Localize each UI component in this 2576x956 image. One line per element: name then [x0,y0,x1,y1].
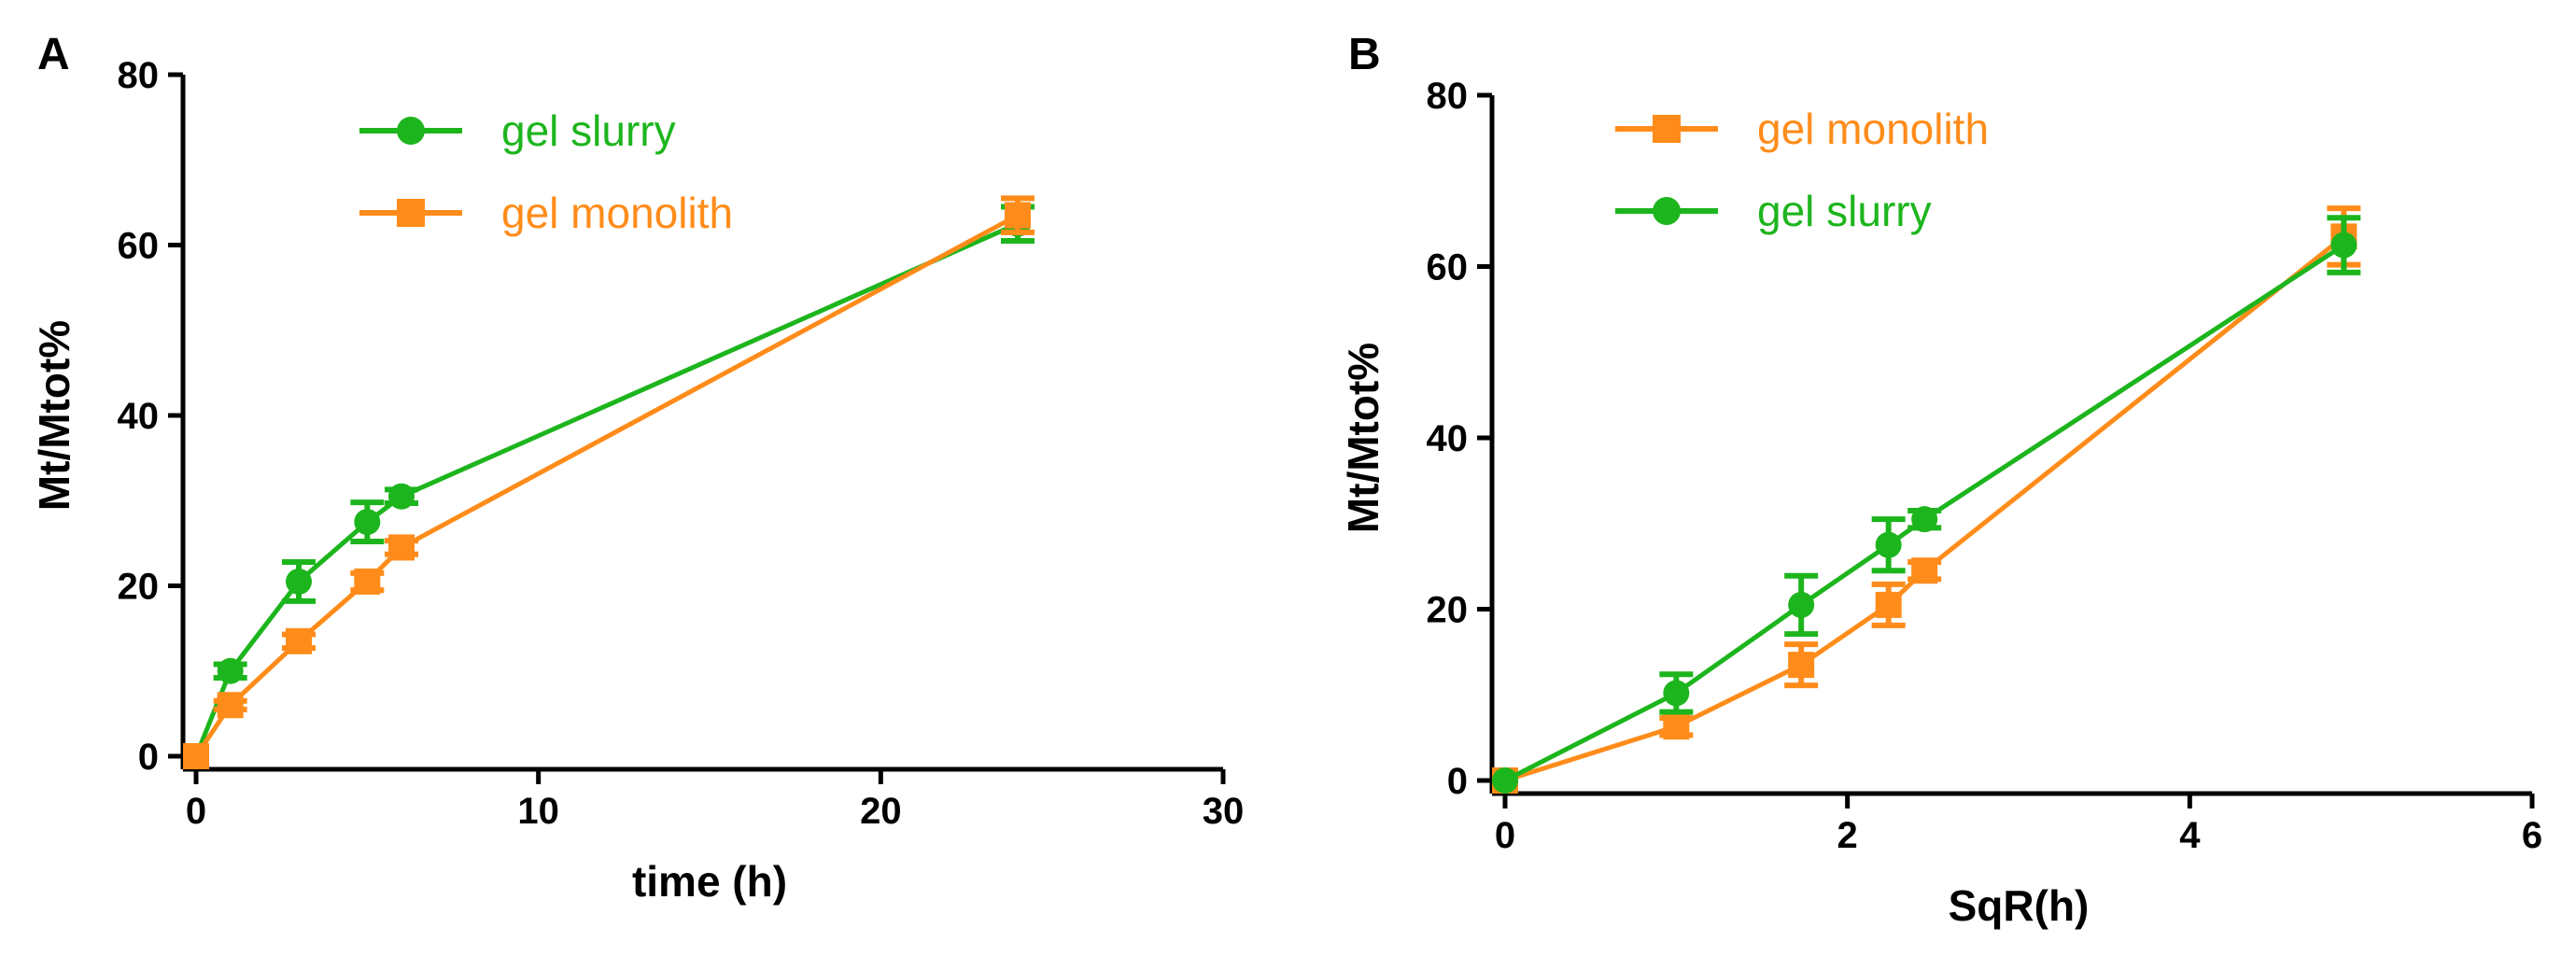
x-tick-label: 0 [186,791,206,832]
data-point [183,743,209,769]
x-tick-label: 0 [1495,815,1515,856]
series-gel-slurry [1492,215,2361,794]
data-point [217,692,244,719]
x-tick-label: 30 [1203,791,1245,832]
data-point [354,509,381,536]
panel-a-letter: A [37,30,70,79]
legend-item: gel monolith [1615,105,1989,153]
x-tick-label: 10 [517,791,559,832]
legend-item: gel slurry [359,106,676,155]
legend: gel monolith gel slurry [1615,105,1989,235]
data-point [1663,713,1690,740]
y-tick-label: 80 [1427,76,1469,117]
data-point [1875,591,1902,618]
x-axis-title: time (h) [632,857,787,906]
series-gel-monolith [183,195,1035,769]
y-tick-label: 40 [1427,418,1469,459]
y-tick-label: 80 [118,55,160,96]
data-point [286,627,312,654]
series-line [193,221,1020,757]
y-tick-label: 20 [118,567,160,608]
data-point [397,199,425,227]
x-axis-title: SqR(h) [1949,881,2090,930]
series-gel-monolith [1492,205,2361,794]
legend-label: gel monolith [501,189,733,237]
chart-panel-b: B 0 20 40 60 80 0 2 4 6 SqR(h) Mt/Mtot% gel monolit… [1339,30,2542,930]
y-tick-label: 60 [1427,247,1469,288]
data-point [1911,557,1938,584]
data-point [1663,680,1690,707]
legend-item: gel monolith [359,189,733,237]
data-point [286,568,312,595]
data-point [1653,115,1681,143]
data-point [1875,531,1902,558]
data-point [1788,652,1815,679]
y-axis-title: Mt/Mtot% [30,320,78,511]
legend-item: gel slurry [1615,187,1932,235]
data-point [1653,197,1681,225]
series-gel-slurry [183,204,1035,769]
panel-b-letter: B [1348,30,1381,79]
data-point [397,117,425,145]
data-point [1005,202,1031,229]
legend-label: gel monolith [1757,105,1989,153]
series-line [1504,234,2345,783]
x-tick-label: 2 [1837,815,1858,856]
x-tick-label: 20 [860,791,902,832]
legend-label: gel slurry [1757,187,1932,235]
y-tick-label: 40 [118,396,160,437]
data-point [2330,232,2358,259]
data-point [1788,591,1815,618]
data-point [388,534,415,561]
y-axis-title: Mt/Mtot% [1339,343,1387,533]
legend: gel slurry gel monolith [359,106,733,237]
x-tick-label: 6 [2522,815,2542,856]
data-point [1911,506,1938,533]
series-line [193,213,1020,758]
x-tick-label: 4 [2179,815,2201,856]
data-point [1492,767,1518,794]
series-line [1503,243,2345,783]
y-tick-label: 60 [118,226,160,267]
y-tick-label: 0 [1447,761,1468,802]
y-tick-label: 0 [138,737,159,778]
data-point [217,657,244,684]
data-point [354,568,381,595]
data-point [388,483,415,510]
y-tick-label: 20 [1427,590,1469,631]
legend-label: gel slurry [501,106,676,155]
chart-panel-a: A 0 20 40 60 80 0 10 20 30 time (h) Mt/Mtot% gel sl… [30,30,1244,906]
